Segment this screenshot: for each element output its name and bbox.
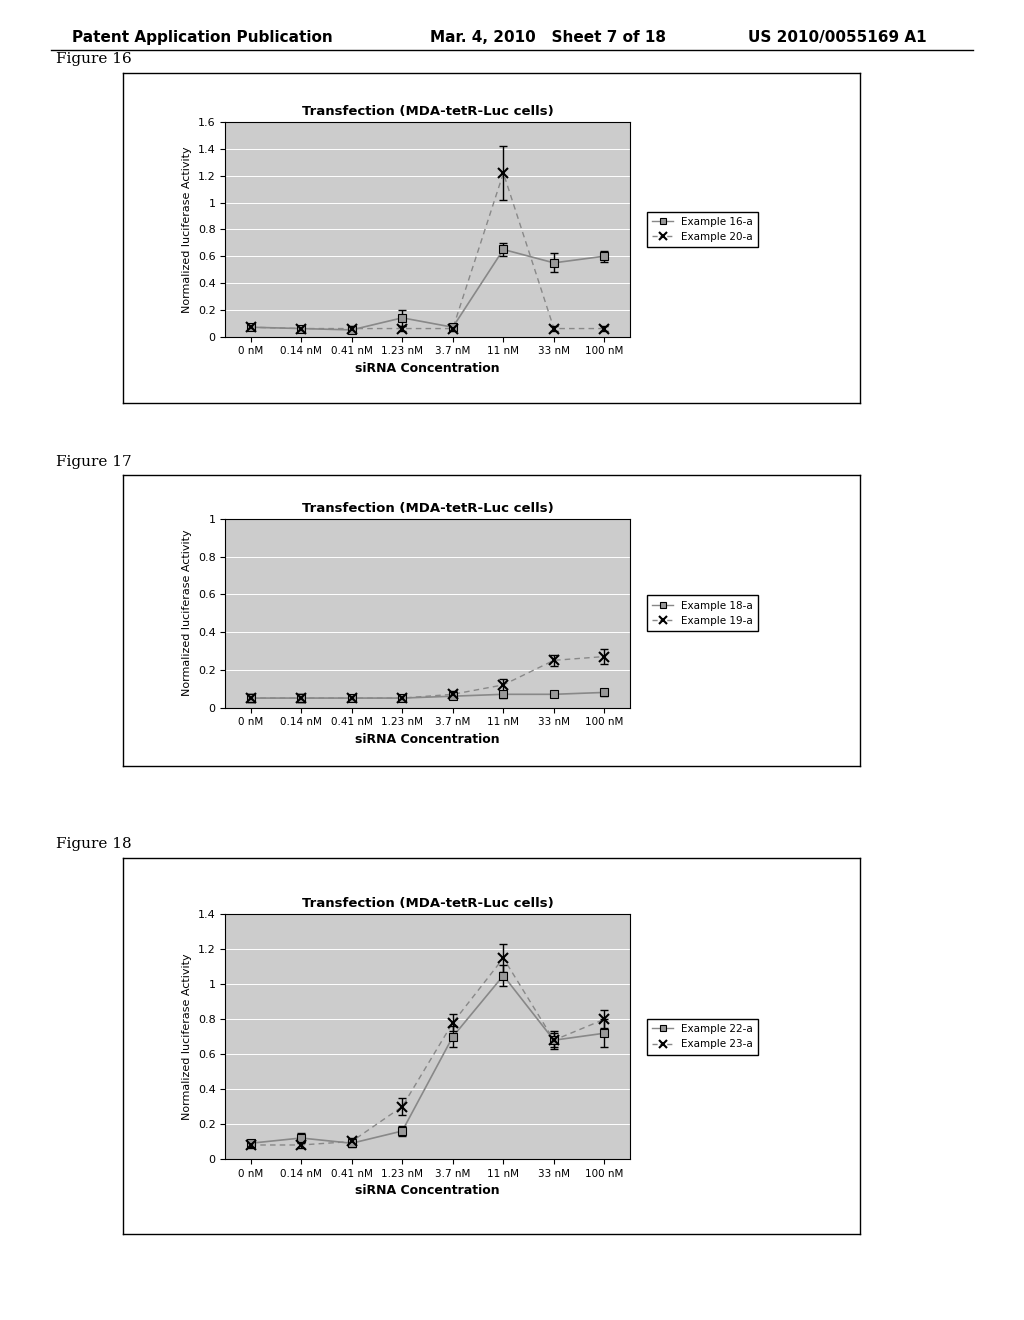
Y-axis label: Normalized luciferase Activity: Normalized luciferase Activity [182, 529, 193, 697]
Text: Patent Application Publication: Patent Application Publication [72, 30, 333, 45]
Legend: Example 22-a, Example 23-a: Example 22-a, Example 23-a [647, 1019, 759, 1055]
Text: Mar. 4, 2010   Sheet 7 of 18: Mar. 4, 2010 Sheet 7 of 18 [430, 30, 666, 45]
Text: Figure 16: Figure 16 [56, 51, 132, 66]
Text: Figure 17: Figure 17 [56, 454, 132, 469]
X-axis label: siRNA Concentration: siRNA Concentration [355, 733, 500, 746]
X-axis label: siRNA Concentration: siRNA Concentration [355, 362, 500, 375]
Y-axis label: Normalized luciferase Activity: Normalized luciferase Activity [182, 147, 193, 313]
Text: US 2010/0055169 A1: US 2010/0055169 A1 [748, 30, 926, 45]
X-axis label: siRNA Concentration: siRNA Concentration [355, 1184, 500, 1197]
Title: Transfection (MDA-tetR-Luc cells): Transfection (MDA-tetR-Luc cells) [302, 898, 553, 911]
Legend: Example 16-a, Example 20-a: Example 16-a, Example 20-a [647, 211, 759, 247]
Text: Figure 18: Figure 18 [56, 837, 132, 851]
Legend: Example 18-a, Example 19-a: Example 18-a, Example 19-a [647, 595, 759, 631]
Title: Transfection (MDA-tetR-Luc cells): Transfection (MDA-tetR-Luc cells) [302, 502, 553, 515]
Y-axis label: Normalized luciferase Activity: Normalized luciferase Activity [182, 953, 193, 1119]
Title: Transfection (MDA-tetR-Luc cells): Transfection (MDA-tetR-Luc cells) [302, 106, 553, 119]
